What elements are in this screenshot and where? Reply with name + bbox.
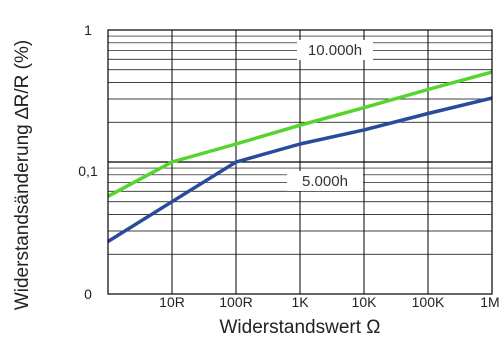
y-tick-label: 0 bbox=[84, 286, 92, 302]
plot-area-border bbox=[107, 29, 493, 295]
y-axis-title: Widerstandsänderung ∆R/R (%) bbox=[12, 40, 33, 310]
series-line-green bbox=[107, 70, 493, 198]
x-tick-label: 10R bbox=[159, 294, 185, 310]
series-annotation: 10.000h bbox=[308, 42, 362, 59]
y-tick-label: 1 bbox=[84, 22, 92, 38]
x-tick-label: 1M bbox=[480, 294, 499, 310]
y-tick-labels: 10,10 bbox=[78, 22, 98, 302]
x-axis-title: Widerstandswert Ω bbox=[220, 317, 381, 338]
x-tick-label: 10K bbox=[352, 294, 378, 310]
series-layer bbox=[107, 70, 493, 243]
series-annotation-bg bbox=[297, 40, 373, 60]
x-tick-label: 100K bbox=[412, 294, 445, 310]
series-line-blue bbox=[107, 96, 493, 243]
x-tick-label: 100R bbox=[219, 294, 252, 310]
grid bbox=[108, 30, 492, 294]
x-tick-labels: 10R 100R 1K 10K 100K 1M bbox=[159, 294, 500, 310]
series-annotation: 5.000h bbox=[302, 173, 348, 190]
x-tick-label: 1K bbox=[291, 294, 309, 310]
y-tick-label: 0,1 bbox=[78, 163, 98, 179]
series-annotation-bg bbox=[287, 171, 363, 191]
annotation-layer: 10.000h 5.000h bbox=[287, 40, 373, 191]
